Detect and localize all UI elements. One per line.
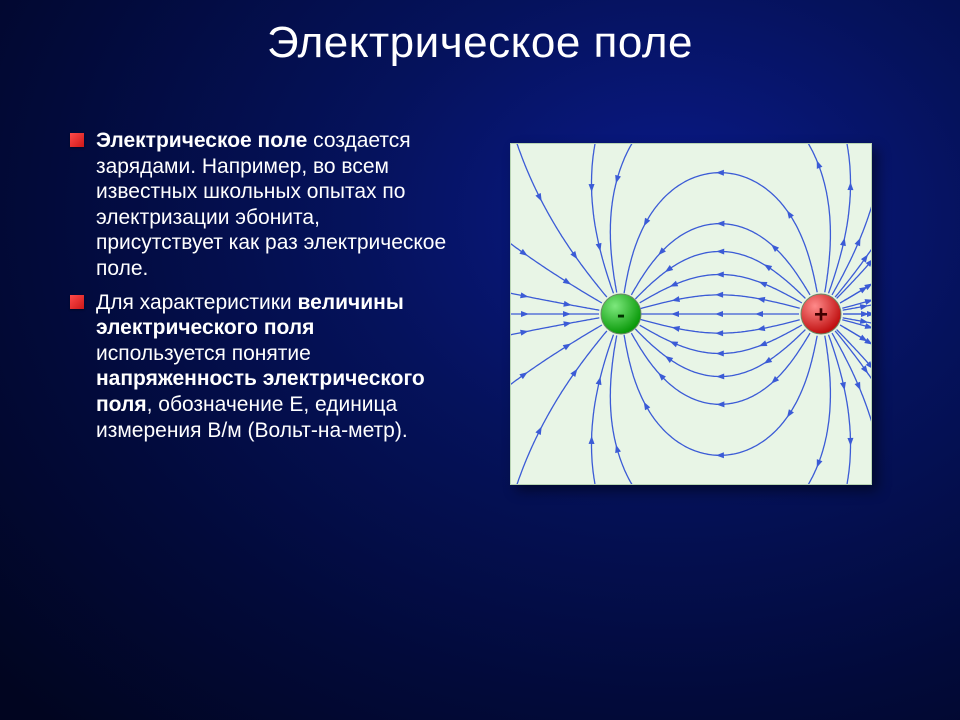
body-text: используется понятие <box>96 342 311 365</box>
field-diagram-card: -+ <box>510 143 872 485</box>
paragraph-2: Для характеристики величины электрическо… <box>96 290 450 444</box>
figure-column: -+ <box>510 128 872 485</box>
page-title: Электрическое поле <box>0 0 960 68</box>
bullet-item: Электрическое поле создается зарядами. Н… <box>70 128 450 282</box>
paragraph-1: Электрическое поле создается зарядами. Н… <box>96 128 450 282</box>
text-column: Электрическое поле создается зарядами. Н… <box>70 128 450 485</box>
content-row: Электрическое поле создается зарядами. Н… <box>0 68 960 485</box>
bold-text: Электрическое поле <box>96 129 307 152</box>
dipole-field-svg: -+ <box>511 144 871 484</box>
body-text: Для характеристики <box>96 291 297 314</box>
svg-text:-: - <box>617 302 625 329</box>
bullet-item: Для характеристики величины электрическо… <box>70 290 450 444</box>
square-bullet-icon <box>70 133 84 147</box>
square-bullet-icon <box>70 295 84 309</box>
svg-text:+: + <box>814 302 828 329</box>
